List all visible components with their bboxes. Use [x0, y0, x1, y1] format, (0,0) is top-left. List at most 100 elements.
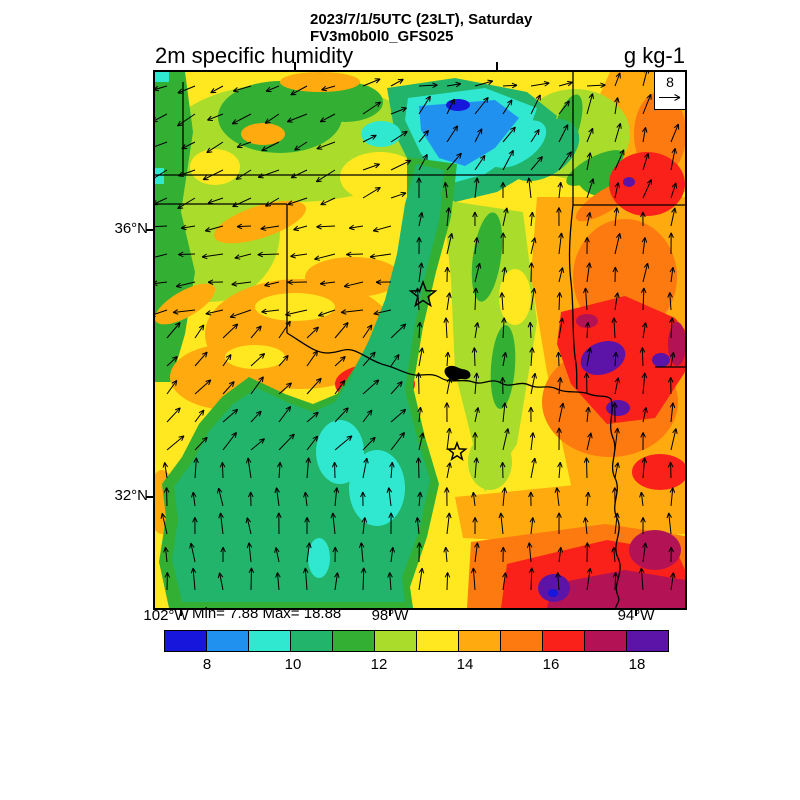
wind-arrow-icon [445, 207, 452, 227]
wind-arrow-icon [193, 457, 199, 479]
wind-arrow-icon [668, 232, 674, 255]
wind-reference-arrow-icon [659, 94, 681, 101]
wind-arrow-icon [362, 457, 369, 479]
humidity-fill-region [155, 283, 216, 325]
wind-arrow-icon [474, 79, 494, 87]
wind-arrow-icon [530, 156, 543, 171]
wind-arrow-icon [331, 461, 338, 479]
wind-arrow-icon [316, 223, 336, 230]
wind-arrow-icon [264, 281, 280, 288]
wind-arrow-icon [612, 266, 619, 283]
wind-arrow-icon [389, 462, 395, 479]
wind-arrow-icon [444, 487, 450, 507]
wind-arrow-icon [162, 462, 169, 479]
wind-arrow-icon [612, 572, 619, 591]
wind-arrow-icon [222, 432, 237, 451]
colorbar-cell [248, 630, 291, 652]
lat-tick-label: 32°N [114, 487, 148, 504]
wind-arrow-icon [166, 356, 178, 367]
wind-arrow-icon [499, 292, 505, 311]
wind-arrow-icon [474, 542, 480, 563]
wind-arrow-icon [529, 211, 535, 227]
wind-arrow-icon [332, 546, 338, 563]
wind-arrow-icon [333, 487, 340, 507]
wind-arrow-icon [320, 197, 336, 206]
wind-arrow-icon [446, 427, 452, 451]
wind-arrow-icon [444, 402, 450, 423]
wind-arrow-icon [669, 402, 676, 423]
colorbar-cell [206, 630, 249, 652]
colorbar-tick-label: 16 [542, 656, 560, 673]
wind-arrow-icon [250, 353, 266, 367]
colorbar-cell [164, 630, 207, 652]
wind-arrow-icon [373, 309, 392, 316]
wind-arrow-icon [250, 410, 262, 423]
wind-arrow-icon [219, 461, 226, 479]
wind-arrow-icon [642, 179, 652, 199]
wind-arrow-icon [334, 356, 346, 367]
wind-arrow-icon [558, 267, 565, 283]
humidity-field-map [155, 72, 685, 608]
wind-arrow-icon [390, 159, 412, 171]
wind-arrow-icon [669, 317, 675, 339]
humidity-fill-region [487, 120, 547, 168]
wind-arrow-icon [160, 513, 168, 535]
colorbar [164, 630, 669, 652]
wind-arrow-icon [586, 432, 593, 451]
wind-arrow-icon [444, 351, 451, 367]
humidity-fill-region [623, 177, 635, 187]
wind-arrow-icon [192, 517, 198, 535]
wind-arrow-icon [502, 99, 513, 115]
wind-arrow-icon [642, 542, 648, 563]
wind-arrow-icon [557, 462, 563, 479]
humidity-fill-region [609, 152, 685, 216]
wind-arrow-icon [529, 347, 535, 367]
wind-arrow-icon [362, 379, 380, 395]
wind-arrow-icon [474, 322, 480, 339]
wind-arrow-icon [614, 123, 622, 143]
humidity-fill-region [499, 269, 531, 325]
wind-arrow-icon [334, 322, 349, 339]
wind-arrow-icon [306, 542, 312, 563]
wind-arrow-icon [306, 411, 319, 423]
wind-arrow-icon [205, 309, 224, 316]
wind-arrow-icon [558, 402, 565, 423]
wind-arrow-icon [586, 127, 594, 143]
wind-arrow-icon [163, 546, 169, 563]
wind-arrow-icon [444, 266, 451, 283]
wind-arrow-icon [670, 428, 678, 451]
wind-arrow-icon [642, 152, 650, 171]
colorbar-tick-label: 12 [370, 656, 388, 673]
wind-arrow-icon [191, 491, 197, 507]
humidity-fill-region [280, 72, 360, 92]
wind-arrow-icon [446, 152, 462, 171]
wind-arrow-icon [526, 177, 533, 199]
wind-arrow-icon [614, 233, 622, 255]
wind-arrow-icon [287, 279, 308, 286]
wind-arrow-icon [418, 567, 425, 591]
humidity-fill-region [548, 589, 558, 597]
wind-arrow-icon [586, 178, 595, 199]
wind-arrow-icon [155, 225, 168, 228]
wind-arrow-icon [163, 487, 170, 507]
wind-reference-value: 8 [666, 74, 674, 90]
wind-arrow-icon [446, 98, 455, 115]
wind-arrow-icon [474, 262, 482, 283]
wind-arrow-icon [334, 407, 349, 423]
wind-arrow-icon [390, 107, 407, 115]
wind-arrow-icon [306, 377, 322, 395]
wind-arrow-icon [472, 517, 478, 535]
wind-arrow-icon [306, 326, 319, 339]
wind-arrow-icon [639, 347, 646, 367]
wind-arrow-icon [670, 572, 676, 591]
wind-arrow-icon [274, 487, 280, 507]
wind-arrow-icon [361, 517, 368, 535]
wind-arrow-icon [155, 253, 168, 258]
humidity-fill-region [361, 121, 401, 147]
wind-arrow-icon [390, 191, 407, 199]
minmax-label: Min= 7.88 Max= 18.88 [192, 605, 342, 622]
wind-arrow-icon [418, 212, 424, 227]
wind-arrow-icon [640, 211, 646, 227]
humidity-fill-region [349, 450, 405, 526]
wind-arrow-icon [155, 169, 168, 179]
